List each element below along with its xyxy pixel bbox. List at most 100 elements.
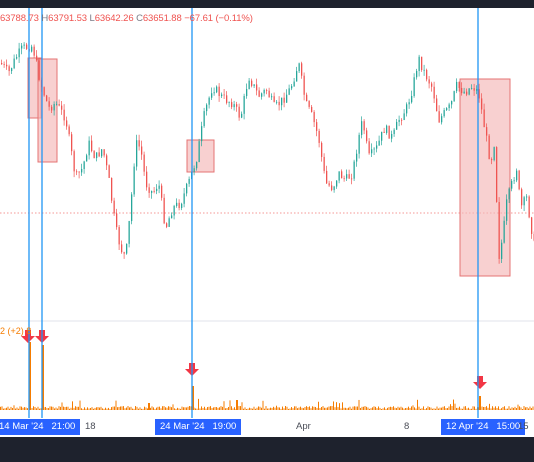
- volume-bar: [357, 406, 358, 410]
- volume-bar: [21, 406, 22, 410]
- candle-body: [288, 88, 290, 95]
- candle-body: [118, 227, 120, 245]
- candlestick-plot[interactable]: [0, 8, 534, 418]
- volume-bar: [60, 406, 61, 410]
- volume-bar: [325, 407, 327, 410]
- volume-bar: [196, 408, 198, 410]
- candle-body: [486, 127, 488, 136]
- volume-bar: [9, 408, 10, 410]
- volume-bar: [100, 406, 102, 410]
- volume-bar: [445, 408, 447, 410]
- volume-bar: [307, 407, 309, 410]
- volume-bar: [489, 403, 490, 410]
- candle-body: [161, 185, 163, 198]
- candle-body: [83, 161, 85, 169]
- candle-body: [261, 93, 263, 97]
- volume-bar: [312, 406, 313, 410]
- volume-bar: [49, 406, 51, 410]
- candle-body: [368, 141, 370, 154]
- candle-body: [498, 201, 500, 259]
- candle-body: [63, 109, 65, 121]
- volume-bar: [276, 405, 277, 410]
- volume-bar: [172, 404, 174, 410]
- candle-body: [458, 81, 460, 88]
- volume-bar: [408, 406, 409, 410]
- volume-bar: [45, 406, 46, 410]
- volume-bar: [174, 408, 175, 410]
- volume-bar: [462, 408, 463, 410]
- volume-bar: [103, 408, 105, 410]
- volume-bar: [138, 408, 139, 410]
- candle-body: [21, 45, 23, 49]
- time-tag-3: 12 Apr '24 15:00: [441, 419, 526, 435]
- candle-body: [456, 81, 458, 92]
- volume-bar: [532, 406, 534, 410]
- candle-body: [478, 89, 480, 99]
- volume-bar: [393, 406, 394, 410]
- volume-bar: [136, 406, 138, 410]
- candle-body: [516, 170, 518, 181]
- volume-bar: [427, 406, 429, 410]
- candle-body: [528, 196, 530, 218]
- time-axis[interactable]: 14 Mar '24 21:00 18 24 Mar '24 19:00 Apr…: [0, 418, 534, 437]
- volume-bar: [205, 408, 207, 410]
- candle-body: [493, 147, 495, 161]
- volume-bar: [327, 407, 328, 410]
- candle-body: [196, 162, 198, 169]
- volume-bar: [400, 406, 402, 410]
- candle-body: [381, 131, 383, 141]
- volume-bar: [61, 402, 63, 410]
- time-tag-2: 24 Mar '24 19:00: [155, 419, 242, 435]
- candle-body: [38, 60, 40, 80]
- candle-body: [366, 130, 368, 142]
- volume-bar: [513, 407, 514, 410]
- candle-body: [231, 102, 233, 108]
- volume-bar: [33, 406, 34, 410]
- volume-bar: [183, 407, 184, 410]
- volume-bar: [481, 406, 483, 410]
- candle-body: [301, 63, 303, 76]
- volume-bar: [141, 408, 142, 410]
- volume-bar: [358, 399, 360, 410]
- candle-body: [176, 202, 178, 206]
- candle-body: [178, 202, 180, 209]
- volume-bar: [252, 408, 253, 410]
- candle-body: [491, 159, 493, 161]
- volume-bar: [220, 406, 222, 410]
- candle-body: [326, 170, 328, 184]
- volume-bar: [324, 407, 325, 410]
- volume-bar: [433, 408, 435, 410]
- volume-bar: [450, 404, 451, 410]
- candle-body: [488, 135, 490, 160]
- low-value: 63642.26: [94, 13, 134, 24]
- volume-bar: [361, 406, 363, 410]
- volume-bar: [285, 406, 286, 410]
- volume-bar: [364, 406, 366, 410]
- volume-bar: [171, 407, 172, 410]
- volume-bar: [349, 406, 351, 410]
- volume-bar: [27, 408, 28, 410]
- volume-bar: [108, 407, 109, 410]
- volume-bar: [417, 399, 418, 410]
- volume-bar: [436, 406, 438, 410]
- volume-bar: [507, 408, 508, 410]
- price-chart[interactable]: 63788.73 H63791.53 L63642.26 C63651.88 −…: [0, 8, 534, 418]
- volume-bar: [93, 408, 94, 410]
- candle-body: [156, 188, 158, 192]
- volume-bar: [432, 408, 433, 410]
- volume-bar: [52, 406, 54, 410]
- volume-bar: [336, 402, 337, 410]
- candle-body: [306, 94, 308, 102]
- volume-bar: [301, 407, 303, 410]
- candle-body: [518, 170, 520, 190]
- candle-body: [398, 119, 400, 122]
- volume-bar: [453, 399, 454, 410]
- volume-bar: [310, 408, 312, 410]
- top-bar: [0, 0, 534, 8]
- volume-bar: [297, 408, 298, 410]
- volume-bar: [241, 402, 243, 410]
- volume-bar: [72, 401, 73, 410]
- volume-bar: [313, 406, 315, 410]
- volume-bar: [399, 407, 400, 410]
- volume-bar: [261, 407, 262, 410]
